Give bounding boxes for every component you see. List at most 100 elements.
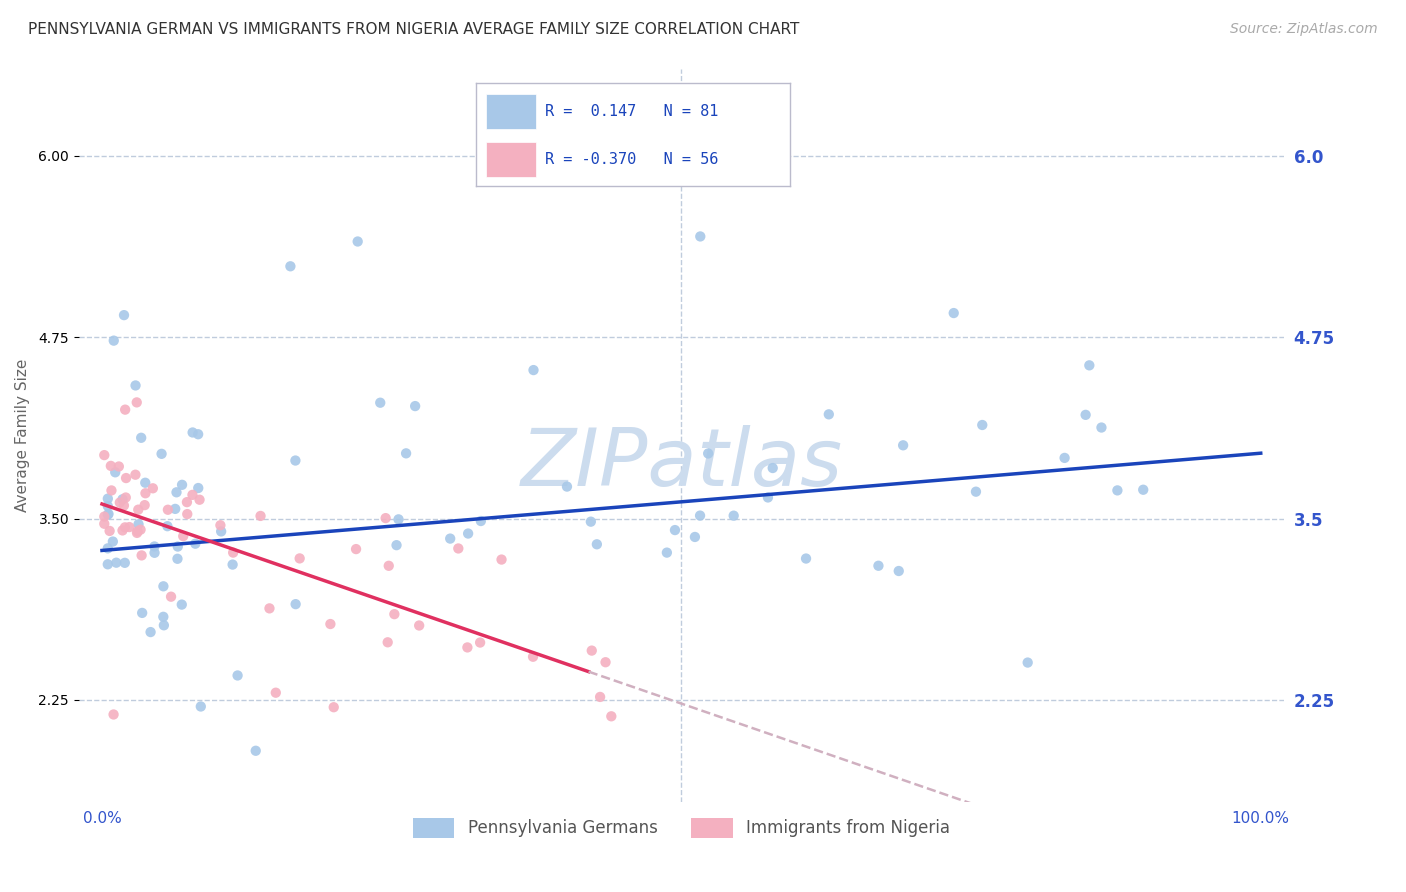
Point [143, 546, 166, 560]
Point [222, 546, 245, 560]
Point [166, 485, 188, 500]
Point [184, 537, 207, 551]
Point [166, 540, 188, 554]
Point [264, 686, 287, 700]
Point [142, 481, 165, 495]
Point [762, 461, 785, 475]
Point [127, 524, 149, 539]
Point [259, 601, 281, 615]
Point [377, 635, 399, 649]
Point [125, 525, 148, 540]
Point [134, 475, 156, 490]
Text: ZIPatlas: ZIPatlas [520, 425, 842, 503]
Point [97, 499, 120, 513]
Point [288, 551, 311, 566]
Point [404, 399, 426, 413]
Point [942, 306, 965, 320]
Text: Source: ZipAtlas.com: Source: ZipAtlas.com [1230, 22, 1378, 37]
Point [190, 699, 212, 714]
Point [115, 471, 138, 485]
Point [181, 488, 204, 502]
Point [245, 744, 267, 758]
Point [209, 524, 232, 539]
Point [170, 478, 193, 492]
Point [93, 509, 115, 524]
Point [382, 607, 405, 622]
Point [114, 491, 136, 505]
Point [125, 395, 148, 409]
Point [322, 700, 344, 714]
Point [457, 526, 479, 541]
Point [98, 524, 121, 538]
Point [595, 655, 617, 669]
Point [346, 235, 368, 249]
Point [972, 417, 994, 432]
Point [817, 407, 839, 421]
Point [491, 552, 513, 566]
Point [439, 532, 461, 546]
Point [131, 606, 153, 620]
Point [105, 556, 128, 570]
Point [280, 260, 302, 274]
Point [794, 551, 817, 566]
Point [368, 395, 391, 409]
Point [1107, 483, 1129, 498]
Point [697, 446, 720, 460]
Point [104, 465, 127, 479]
Point [108, 495, 131, 509]
Point [377, 558, 399, 573]
Point [93, 516, 115, 531]
Point [124, 467, 146, 482]
Point [655, 546, 678, 560]
Point [97, 508, 120, 522]
Point [284, 597, 307, 611]
Point [181, 425, 204, 440]
Point [468, 635, 491, 649]
Point [127, 502, 149, 516]
Point [153, 618, 176, 632]
Point [226, 668, 249, 682]
Point [408, 618, 430, 632]
Point [664, 523, 686, 537]
Point [112, 308, 135, 322]
Point [1078, 359, 1101, 373]
Point [101, 534, 124, 549]
Point [209, 518, 232, 533]
Point [134, 498, 156, 512]
Point [447, 541, 470, 556]
Point [97, 541, 120, 556]
Point [723, 508, 745, 523]
Point [756, 491, 779, 505]
Point [1017, 656, 1039, 670]
Point [887, 564, 910, 578]
Point [221, 558, 243, 572]
Point [170, 598, 193, 612]
Point [103, 707, 125, 722]
Point [555, 480, 578, 494]
Point [586, 537, 609, 551]
Point [103, 334, 125, 348]
Point [689, 229, 711, 244]
Point [129, 523, 152, 537]
Point [249, 508, 271, 523]
Point [188, 492, 211, 507]
Point [156, 519, 179, 533]
Point [111, 524, 134, 538]
Point [522, 363, 544, 377]
Point [97, 507, 120, 521]
Point [139, 625, 162, 640]
Point [152, 610, 174, 624]
Point [522, 649, 544, 664]
Point [108, 459, 131, 474]
Point [395, 446, 418, 460]
Point [112, 499, 135, 513]
Point [100, 458, 122, 473]
Point [589, 690, 612, 704]
Point [385, 538, 408, 552]
Point [600, 709, 623, 723]
Point [166, 551, 188, 566]
Point [152, 579, 174, 593]
Point [176, 507, 198, 521]
Point [1090, 420, 1112, 434]
Point [187, 481, 209, 495]
